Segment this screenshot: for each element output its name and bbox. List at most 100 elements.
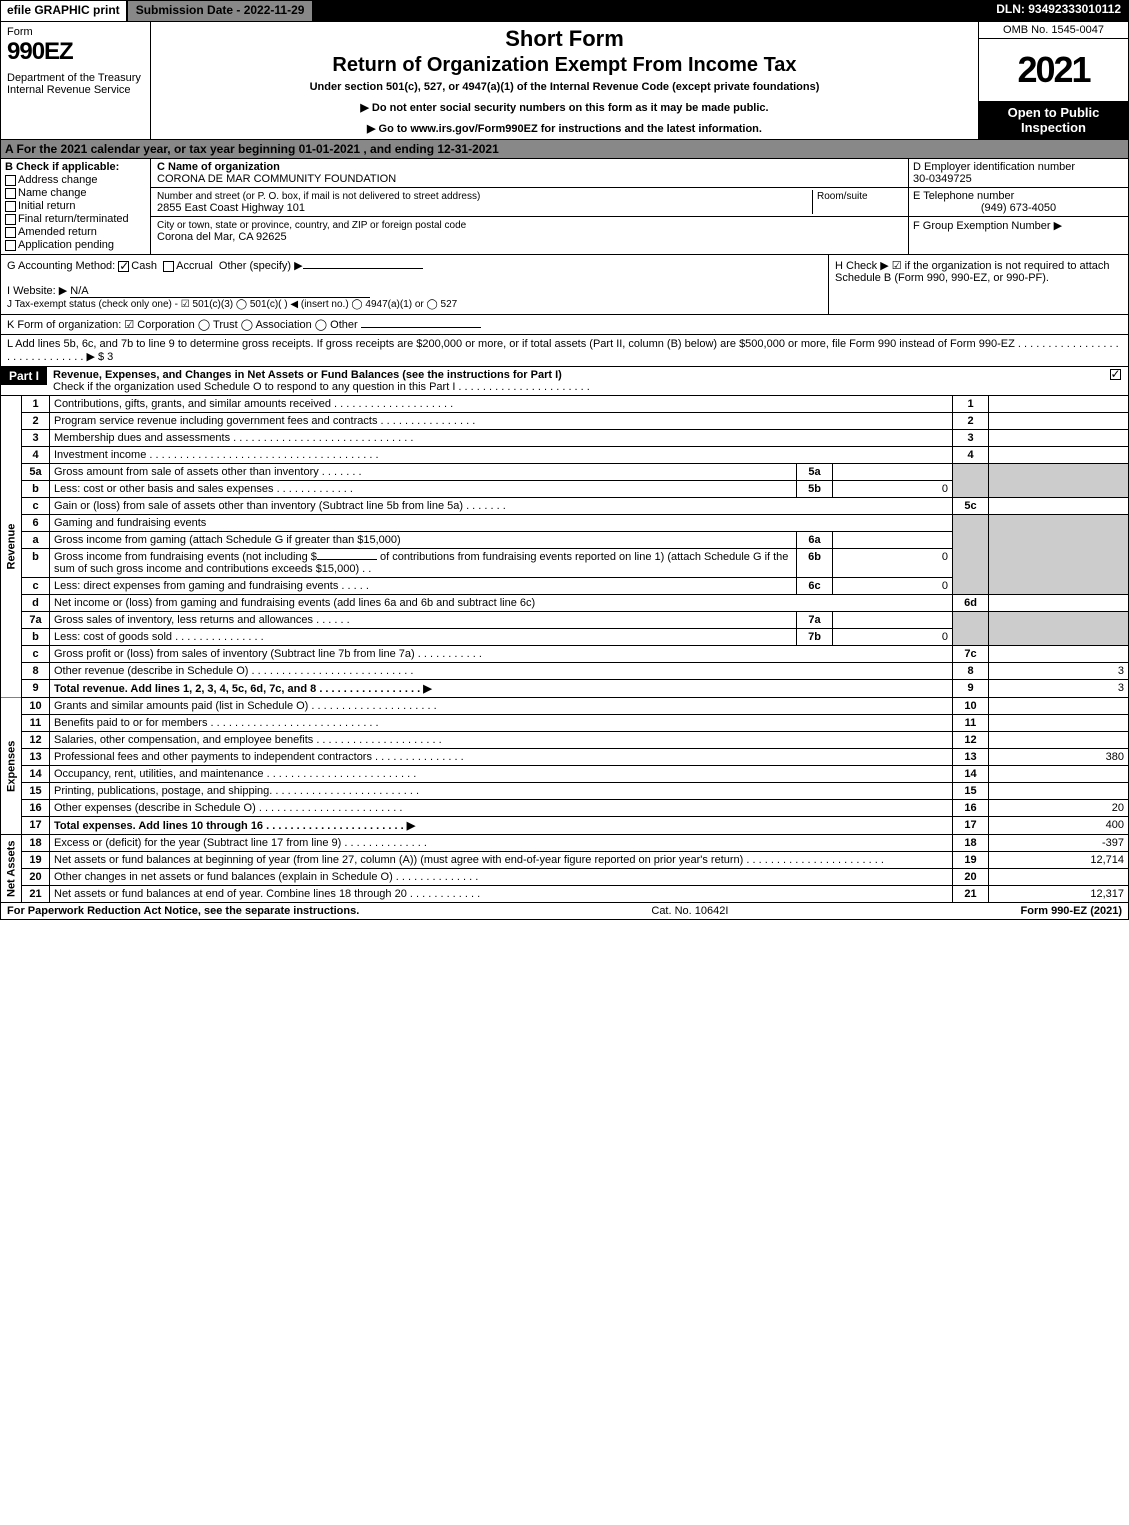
f-label: F Group Exemption Number ▶ [913, 220, 1062, 232]
form-word: Form [7, 26, 144, 38]
return-title: Return of Organization Exempt From Incom… [161, 54, 968, 77]
line-15-value [989, 783, 1129, 800]
form-header: Form 990EZ Department of the Treasury In… [0, 22, 1129, 140]
efile-label[interactable]: efile GRAPHIC print [0, 0, 127, 22]
line-9: Total revenue. Add lines 1, 2, 3, 4, 5c,… [50, 680, 953, 698]
section-c: C Name of organization CORONA DE MAR COM… [151, 159, 908, 254]
dln: DLN: 93492333010112 [988, 0, 1129, 22]
part-i-check-o: Check if the organization used Schedule … [53, 381, 590, 393]
room-label: Room/suite [817, 191, 868, 202]
line-a: A For the 2021 calendar year, or tax yea… [0, 140, 1129, 159]
section-def: D Employer identification number 30-0349… [908, 159, 1128, 254]
section-b: B Check if applicable: Address change Na… [1, 159, 151, 254]
header-right: OMB No. 1545-0047 2021 Open to Public In… [978, 22, 1128, 139]
line-7a-value [833, 612, 953, 629]
revenue-section-label: Revenue [1, 396, 22, 698]
line-9-value: 3 [989, 680, 1129, 698]
telephone: (949) 673-4050 [913, 202, 1124, 214]
line-5c-value [989, 498, 1129, 515]
line-i-label: I Website: ▶ [7, 285, 67, 297]
line-6a-value [833, 532, 953, 549]
footer-right: Form 990-EZ (2021) [1021, 905, 1122, 917]
line-6: Gaming and fundraising events [50, 515, 953, 532]
line-6c: Less: direct expenses from gaming and fu… [50, 578, 797, 595]
line-4: Investment income . . . . . . . . . . . … [50, 447, 953, 464]
ein: 30-0349725 [913, 173, 972, 185]
cash-checkbox[interactable] [118, 261, 129, 272]
top-bar: efile GRAPHIC print Submission Date - 20… [0, 0, 1129, 22]
line-8: Other revenue (describe in Schedule O) .… [50, 663, 953, 680]
line-18: Excess or (deficit) for the year (Subtra… [50, 835, 953, 852]
line-6d-value [989, 595, 1129, 612]
line-3-value [989, 430, 1129, 447]
line-3: Membership dues and assessments . . . . … [50, 430, 953, 447]
line-12: Salaries, other compensation, and employ… [50, 732, 953, 749]
org-city: Corona del Mar, CA 92625 [157, 231, 287, 243]
accrual-checkbox[interactable] [163, 261, 174, 272]
tax-year: 2021 [979, 39, 1128, 101]
under-section: Under section 501(c), 527, or 4947(a)(1)… [161, 81, 968, 93]
line-6b: Gross income from fundraising events (no… [50, 549, 797, 578]
section-b-through-f: B Check if applicable: Address change Na… [0, 159, 1129, 255]
schedule-o-checkbox[interactable] [1110, 369, 1121, 380]
e-label: E Telephone number [913, 190, 1014, 202]
website-value: N/A [70, 285, 370, 298]
line-18-value: -397 [989, 835, 1129, 852]
opt-amended-return[interactable]: Amended return [5, 226, 146, 238]
addr-label: Number and street (or P. O. box, if mail… [157, 191, 480, 202]
line-1: Contributions, gifts, grants, and simila… [50, 396, 953, 413]
line-16: Other expenses (describe in Schedule O) … [50, 800, 953, 817]
other-org-input[interactable] [361, 327, 481, 328]
header-left: Form 990EZ Department of the Treasury In… [1, 22, 151, 139]
line-4-value [989, 447, 1129, 464]
line-5a-value [833, 464, 953, 481]
line-12-value [989, 732, 1129, 749]
part-i-label: Part I [1, 367, 47, 385]
line-2-value [989, 413, 1129, 430]
footer-left: For Paperwork Reduction Act Notice, see … [7, 905, 359, 917]
line-g: G Accounting Method: Cash Accrual Other … [1, 255, 828, 314]
expenses-section-label: Expenses [1, 698, 22, 835]
form-number: 990EZ [7, 38, 144, 66]
line-20-value [989, 869, 1129, 886]
line-21-value: 12,317 [989, 886, 1129, 903]
opt-application-pending[interactable]: Application pending [5, 239, 146, 251]
line-h: H Check ▶ ☑ if the organization is not r… [828, 255, 1128, 314]
line-21: Net assets or fund balances at end of ye… [50, 886, 953, 903]
line-17-value: 400 [989, 817, 1129, 835]
line-5b: Less: cost or other basis and sales expe… [50, 481, 797, 498]
line-11-value [989, 715, 1129, 732]
page-footer: For Paperwork Reduction Act Notice, see … [0, 903, 1129, 920]
line-10: Grants and similar amounts paid (list in… [50, 698, 953, 715]
line-7b: Less: cost of goods sold . . . . . . . .… [50, 629, 797, 646]
line-8-value: 3 [989, 663, 1129, 680]
line-7c: Gross profit or (loss) from sales of inv… [50, 646, 953, 663]
inspection-notice: Open to Public Inspection [979, 101, 1128, 139]
line-6c-value: 0 [833, 578, 953, 595]
line-19-value: 12,714 [989, 852, 1129, 869]
d-label: D Employer identification number [913, 161, 1075, 173]
line-20: Other changes in net assets or fund bala… [50, 869, 953, 886]
other-specify-input[interactable] [303, 268, 423, 269]
line-19: Net assets or fund balances at beginning… [50, 852, 953, 869]
opt-address-change[interactable]: Address change [5, 174, 146, 186]
part-i-header: Part I Revenue, Expenses, and Changes in… [0, 367, 1129, 396]
line-11: Benefits paid to or for members . . . . … [50, 715, 953, 732]
org-name: CORONA DE MAR COMMUNITY FOUNDATION [157, 173, 396, 185]
city-label: City or town, state or province, country… [157, 220, 466, 231]
opt-name-change[interactable]: Name change [5, 187, 146, 199]
section-b-label: B Check if applicable: [5, 161, 146, 173]
line-6a: Gross income from gaming (attach Schedul… [50, 532, 797, 549]
part-i-title: Revenue, Expenses, and Changes in Net As… [53, 369, 562, 381]
opt-final-return[interactable]: Final return/terminated [5, 213, 146, 225]
line-14-value [989, 766, 1129, 783]
opt-initial-return[interactable]: Initial return [5, 200, 146, 212]
line-5b-value: 0 [833, 481, 953, 498]
line-6b-value: 0 [833, 549, 953, 578]
short-form-title: Short Form [161, 26, 968, 52]
submission-date: Submission Date - 2022-11-29 [127, 0, 314, 22]
goto-link[interactable]: ▶ Go to www.irs.gov/Form990EZ for instru… [161, 122, 968, 135]
line-10-value [989, 698, 1129, 715]
line-17: Total expenses. Add lines 10 through 16 … [50, 817, 953, 835]
line-14: Occupancy, rent, utilities, and maintena… [50, 766, 953, 783]
